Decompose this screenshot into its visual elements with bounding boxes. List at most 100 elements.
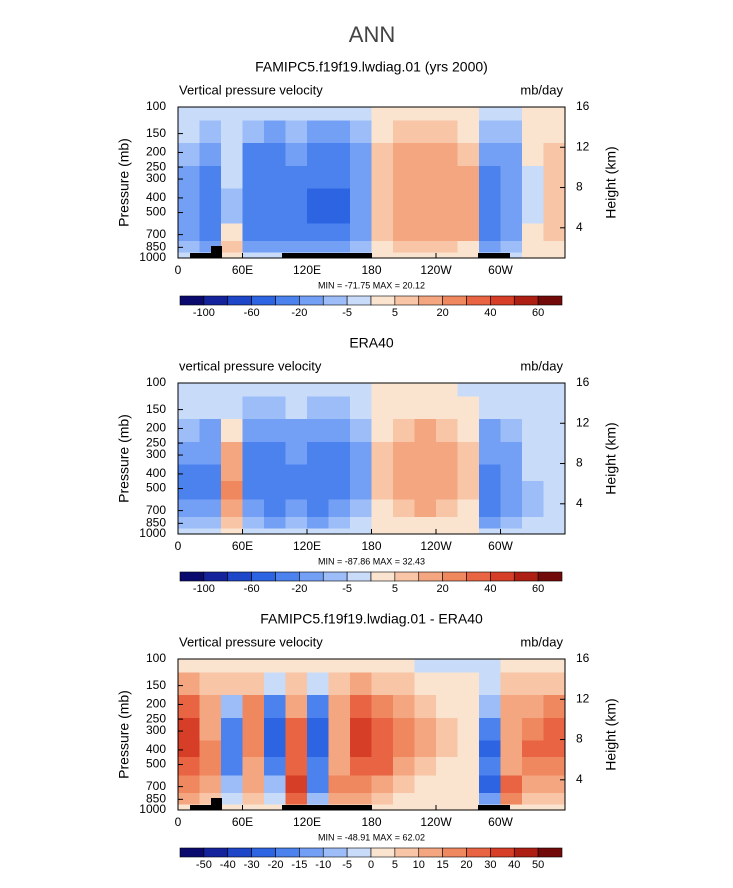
cell bbox=[328, 792, 351, 806]
cell bbox=[350, 205, 373, 225]
cell bbox=[221, 499, 244, 518]
cell bbox=[436, 464, 459, 482]
cell bbox=[522, 499, 545, 518]
cell bbox=[522, 396, 545, 420]
cell bbox=[178, 717, 201, 742]
cell bbox=[393, 252, 416, 259]
colorbar-box bbox=[322, 295, 348, 306]
cell bbox=[285, 775, 308, 794]
cell bbox=[285, 240, 308, 254]
cell bbox=[264, 775, 287, 794]
cell bbox=[199, 528, 222, 535]
cell bbox=[221, 516, 244, 530]
x-tick-label: 120E bbox=[293, 539, 321, 553]
cell bbox=[457, 383, 480, 397]
y2-tick-label: 8 bbox=[576, 732, 583, 746]
colorbar-label: 60 bbox=[532, 583, 544, 595]
cell bbox=[178, 441, 201, 466]
cell bbox=[221, 188, 244, 206]
cell bbox=[307, 419, 330, 443]
cell bbox=[328, 205, 351, 225]
cell bbox=[393, 481, 416, 501]
cell bbox=[307, 441, 330, 466]
cell bbox=[543, 528, 566, 535]
y-tick-label: 250 bbox=[146, 711, 166, 725]
cell bbox=[457, 107, 480, 121]
cell bbox=[307, 143, 330, 167]
cell bbox=[543, 804, 566, 811]
cell bbox=[221, 792, 244, 806]
cell bbox=[328, 188, 351, 206]
cell bbox=[522, 775, 545, 794]
cell bbox=[350, 143, 373, 167]
cell bbox=[328, 464, 351, 482]
cell bbox=[522, 223, 545, 242]
cell bbox=[479, 165, 502, 190]
cell bbox=[393, 165, 416, 190]
cell bbox=[242, 120, 265, 144]
colorbar-label: -20 bbox=[291, 583, 307, 595]
cell bbox=[414, 695, 437, 719]
cell bbox=[522, 383, 545, 397]
cell bbox=[242, 383, 265, 397]
stats: MIN = -48.91 MAX = 62.02 bbox=[318, 832, 425, 842]
y2-axis-title: Height (km) bbox=[603, 146, 619, 218]
cell bbox=[393, 188, 416, 206]
cell bbox=[350, 165, 373, 190]
cell bbox=[328, 165, 351, 190]
cell bbox=[479, 396, 502, 420]
cell bbox=[479, 792, 502, 806]
y-axis-title: Pressure (mb) bbox=[116, 138, 132, 227]
cell bbox=[393, 464, 416, 482]
cell bbox=[393, 792, 416, 806]
cell bbox=[199, 775, 222, 794]
y-tick-label: 500 bbox=[146, 205, 166, 219]
cell bbox=[242, 528, 265, 535]
cell bbox=[479, 695, 502, 719]
colorbar-box bbox=[251, 295, 276, 306]
x-tick-label: 60W bbox=[488, 815, 513, 829]
cell bbox=[414, 419, 437, 443]
cell bbox=[285, 107, 308, 121]
cell bbox=[350, 188, 373, 206]
cell bbox=[522, 252, 545, 259]
cell bbox=[457, 464, 480, 482]
cell bbox=[307, 383, 330, 397]
cell bbox=[414, 672, 437, 696]
cell bbox=[199, 441, 222, 466]
x-tick-label: 120W bbox=[420, 539, 452, 553]
cell bbox=[350, 223, 373, 242]
cell bbox=[328, 223, 351, 242]
cell bbox=[457, 223, 480, 242]
cell bbox=[242, 717, 265, 742]
y-tick-label: 400 bbox=[146, 466, 166, 480]
y-tick-label: 100 bbox=[146, 99, 166, 113]
x-tick-label: 60E bbox=[232, 539, 253, 553]
cell bbox=[221, 717, 244, 742]
cell bbox=[264, 240, 287, 254]
cell bbox=[457, 516, 480, 530]
cell bbox=[522, 804, 545, 811]
cell bbox=[457, 240, 480, 254]
cell bbox=[393, 717, 416, 742]
cell bbox=[436, 672, 459, 696]
cell bbox=[264, 188, 287, 206]
colorbar-box bbox=[442, 295, 467, 306]
cell bbox=[457, 659, 480, 673]
colorbar-box bbox=[490, 295, 515, 306]
colorbar-label: 20 bbox=[437, 583, 449, 595]
cell bbox=[457, 120, 480, 144]
cell bbox=[285, 383, 308, 397]
cell bbox=[500, 120, 523, 144]
cell bbox=[500, 252, 523, 259]
cell bbox=[178, 757, 201, 777]
cell bbox=[350, 740, 373, 758]
panel-title: FAMIPC5.f19f19.lwdiag.01 (yrs 2000) bbox=[255, 59, 488, 75]
colorbar-label: -10 bbox=[315, 859, 331, 871]
colorbar-box bbox=[537, 571, 563, 582]
cell bbox=[500, 695, 523, 719]
cell bbox=[307, 757, 330, 777]
colorbar-label: -40 bbox=[220, 859, 236, 871]
cell bbox=[436, 383, 459, 397]
panel-subtitle: vertical pressure velocity bbox=[179, 358, 322, 373]
